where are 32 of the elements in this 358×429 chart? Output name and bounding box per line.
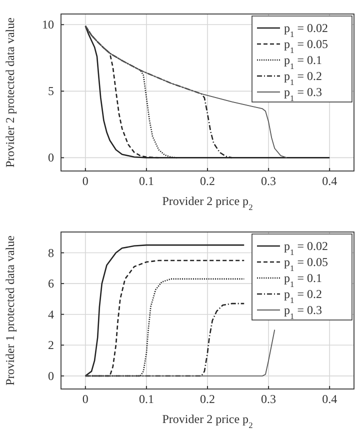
- y-tick-label: 5: [48, 84, 54, 98]
- x-tick-label: 0: [82, 392, 88, 406]
- x-tick-label: 0.2: [200, 392, 215, 406]
- legend-label: p$_{1}$ = 0.1: [284, 271, 322, 288]
- legend-label: p$_{1}$ = 0.02: [284, 239, 328, 256]
- y-axis-title: Provider 2 protected data value: [3, 18, 17, 168]
- y-tick-label: 0: [48, 368, 54, 383]
- x-tick-label: 0.4: [322, 174, 338, 188]
- legend-label: p$_{1}$ = 0.1: [284, 53, 322, 70]
- y-tick-label: 2: [48, 338, 54, 352]
- y-tick-label: 0: [48, 150, 54, 165]
- x-tick-label: 0.4: [322, 392, 338, 406]
- x-tick-label: 0.3: [261, 174, 276, 188]
- x-tick-label: 0.1: [138, 174, 154, 188]
- x-axis-title: Provider 2 price p$_{2}$: [162, 194, 253, 212]
- legend-label: p$_{1}$ = 0.2: [284, 287, 322, 304]
- legend-label: p$_{1}$ = 0.05: [284, 255, 328, 272]
- legend-label: p$_{1}$ = 0.2: [284, 69, 322, 86]
- x-axis-title: Provider 2 price p$_{2}$: [162, 412, 253, 429]
- x-tick-label: 0: [82, 174, 88, 188]
- legend-label: p$_{1}$ = 0.05: [284, 37, 328, 54]
- y-tick-label: 6: [48, 276, 54, 291]
- x-tick-label: 0.3: [261, 392, 276, 406]
- y-axis-title: Provider 1 protected data value: [3, 236, 17, 386]
- legend-label: p$_{1}$ = 0.3: [284, 303, 322, 320]
- x-tick-label: 0.2: [200, 174, 215, 188]
- legend-label: p$_{1}$ = 0.3: [284, 85, 322, 102]
- x-tick-label: 0.1: [138, 392, 154, 406]
- y-tick-label: 10: [42, 18, 54, 32]
- y-tick-label: 8: [48, 246, 54, 260]
- legend-label: p$_{1}$ = 0.02: [284, 21, 328, 38]
- y-tick-label: 4: [48, 307, 54, 322]
